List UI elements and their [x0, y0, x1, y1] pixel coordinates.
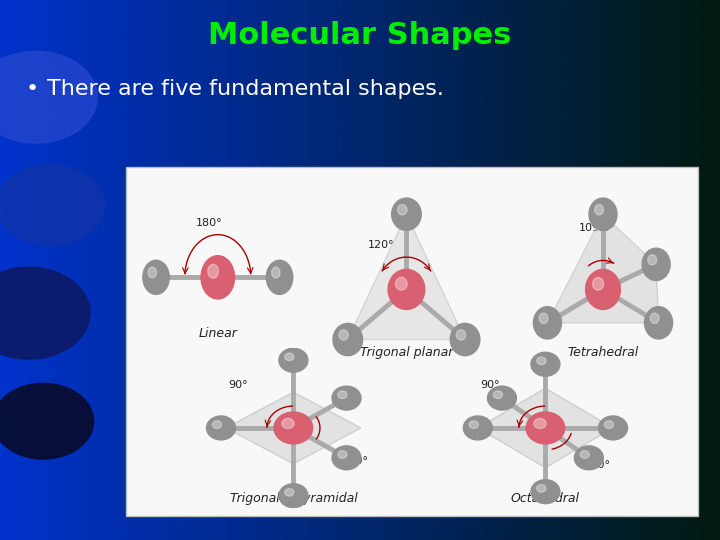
Circle shape [464, 416, 492, 440]
Circle shape [148, 267, 156, 278]
Text: Trigonal planar: Trigonal planar [360, 346, 453, 359]
Text: 90°: 90° [228, 380, 248, 390]
Circle shape [604, 421, 613, 428]
Circle shape [536, 357, 546, 364]
Circle shape [487, 386, 516, 410]
Circle shape [534, 418, 546, 429]
Text: 109.5°: 109.5° [579, 223, 616, 233]
Circle shape [338, 451, 347, 458]
Circle shape [598, 416, 627, 440]
Circle shape [536, 484, 546, 492]
Circle shape [589, 198, 617, 231]
Circle shape [0, 267, 90, 359]
Circle shape [395, 278, 408, 290]
Polygon shape [226, 392, 361, 464]
FancyBboxPatch shape [126, 167, 698, 516]
Circle shape [339, 330, 348, 340]
Text: Trigonal bipyramidal: Trigonal bipyramidal [230, 491, 357, 504]
Circle shape [0, 383, 94, 459]
Circle shape [0, 51, 97, 143]
Circle shape [332, 446, 361, 470]
Circle shape [284, 489, 294, 496]
Text: •: • [25, 79, 38, 99]
Circle shape [450, 323, 480, 356]
Circle shape [650, 313, 659, 323]
Circle shape [271, 267, 280, 278]
Circle shape [642, 248, 670, 280]
Circle shape [575, 446, 603, 470]
Circle shape [580, 451, 590, 458]
Circle shape [201, 256, 235, 299]
Text: 180°: 180° [196, 218, 222, 228]
Circle shape [595, 205, 603, 215]
Circle shape [388, 269, 425, 309]
Circle shape [212, 421, 222, 428]
Circle shape [397, 205, 407, 215]
Text: 120°: 120° [368, 240, 395, 249]
Text: Molecular Shapes: Molecular Shapes [208, 21, 512, 50]
Circle shape [284, 353, 294, 361]
Polygon shape [547, 214, 656, 323]
Circle shape [338, 391, 347, 399]
Circle shape [534, 307, 562, 339]
Circle shape [531, 352, 560, 376]
Circle shape [279, 348, 308, 372]
Circle shape [333, 323, 363, 356]
Circle shape [208, 265, 218, 278]
Circle shape [279, 484, 308, 508]
Circle shape [469, 421, 478, 428]
Circle shape [332, 386, 361, 410]
Circle shape [282, 418, 294, 429]
Polygon shape [348, 214, 465, 340]
Circle shape [493, 391, 503, 399]
Polygon shape [478, 388, 613, 468]
Text: Octahedral: Octahedral [511, 491, 580, 504]
Circle shape [392, 198, 421, 231]
Circle shape [531, 480, 560, 504]
Text: ←90°: ←90° [582, 460, 611, 470]
Circle shape [274, 412, 312, 444]
Circle shape [593, 278, 603, 290]
Circle shape [526, 412, 564, 444]
Text: Tetrahedral: Tetrahedral [567, 346, 639, 359]
Circle shape [585, 269, 621, 309]
Circle shape [456, 330, 466, 340]
Circle shape [539, 313, 548, 323]
Text: 90°: 90° [480, 380, 500, 390]
Circle shape [266, 260, 293, 294]
Circle shape [644, 307, 672, 339]
Circle shape [143, 260, 169, 294]
Circle shape [207, 416, 235, 440]
Circle shape [0, 165, 104, 246]
Polygon shape [547, 265, 659, 323]
Text: There are five fundamental shapes.: There are five fundamental shapes. [47, 79, 444, 99]
Text: Linear: Linear [199, 327, 237, 340]
Circle shape [648, 255, 657, 265]
Text: ←120°: ←120° [332, 456, 368, 466]
